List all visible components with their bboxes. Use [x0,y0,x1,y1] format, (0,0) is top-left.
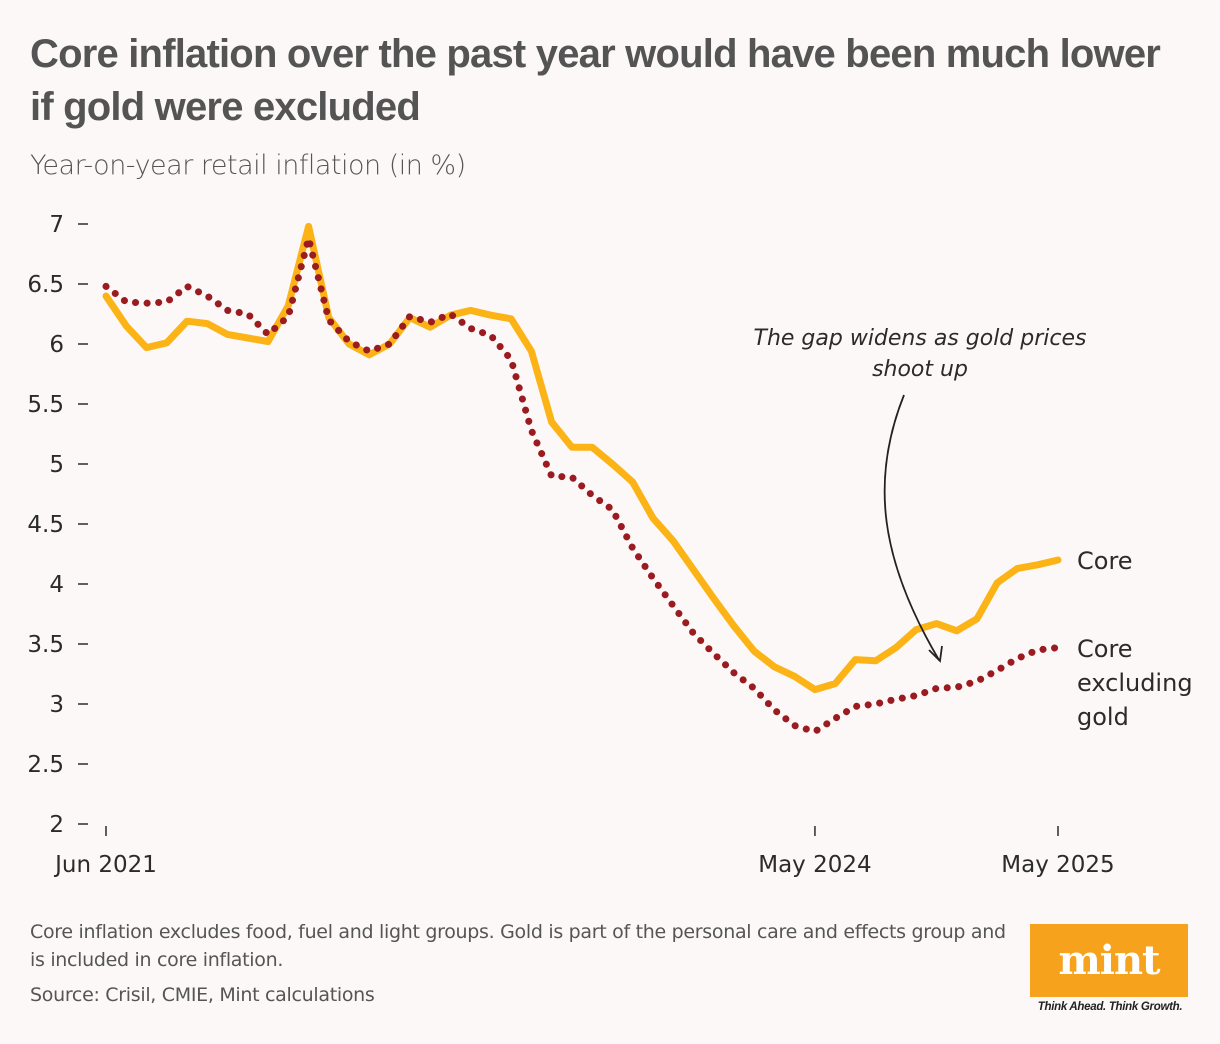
y-axis: 2 2.5 3 3.5 4 4.5 5 5.5 6 6.5 7 [27,212,88,838]
annotation-arrowhead-icon [928,645,943,663]
logo-text: mint [1058,937,1160,984]
x-axis: Jun 2021 May 2024 May 2025 [53,826,1115,878]
y-tick-label: 7 [49,212,64,238]
x-tick-label: May 2024 [758,852,871,878]
chart-subtitle: Year-on-year retail inflation (in %) [30,150,466,181]
label-core: Core [1077,547,1133,575]
label-core-excluding-gold-line3: gold [1077,703,1129,731]
annotation-arrow-icon [883,394,940,661]
label-core-excluding-gold-line2: excluding [1077,669,1193,697]
chart-title: Core inflation over the past year would … [30,32,1161,129]
mint-logo: mint [1030,924,1188,997]
y-tick-label: 6.5 [27,272,64,298]
y-tick-label: 3.5 [27,632,64,658]
source-note: Source: Crisil, CMIE, Mint calculations [30,984,375,1006]
y-tick-label: 6 [49,332,64,358]
x-tick-label: May 2025 [1001,852,1114,878]
y-tick-label: 4.5 [27,512,64,538]
logo-tagline: Think Ahead. Think Growth. [1037,1001,1183,1013]
y-tick-label: 5.5 [27,392,64,418]
annotation: The gap widens as gold prices shoot up [754,326,1087,663]
line-core [102,222,1062,694]
label-core-excluding-gold-line1: Core [1077,635,1133,663]
series-core-excluding-gold [102,234,1062,736]
y-tick-label: 4 [49,572,64,598]
y-tick-label: 3 [49,692,64,718]
footnote: Core inflation excludes food, fuel and l… [30,921,1006,971]
annotation-text-line1: The gap widens as gold prices [754,326,1087,351]
series-core [102,222,1062,694]
y-tick-label: 2 [49,812,64,838]
x-tick-label: Jun 2021 [53,852,157,878]
series-labels: Core Core excluding gold [1077,547,1193,731]
line-core-excluding-gold [102,234,1062,736]
y-tick-label: 2.5 [27,752,64,778]
annotation-text-line2: shoot up [872,357,968,382]
line-chart: 2 2.5 3 3.5 4 4.5 5 5.5 6 6.5 7 Jun 2021 May 2024 Ma… [27,212,1193,878]
y-tick-label: 5 [49,452,64,478]
